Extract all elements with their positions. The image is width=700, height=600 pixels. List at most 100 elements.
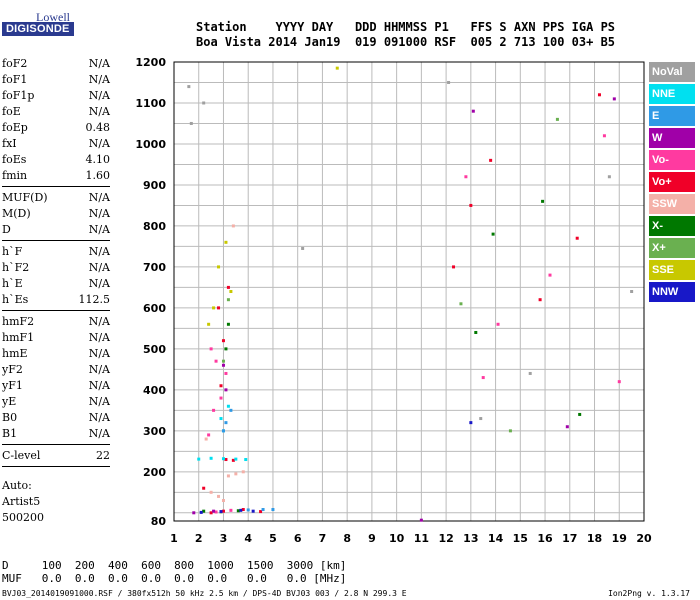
x-tick-label: 14 [488, 532, 504, 545]
echo-point-vo [207, 433, 211, 437]
header-row-values: Boa Vista 2014 Jan19 019 091000 RSF 005 … [196, 35, 616, 49]
x-tick-label: 13 [463, 532, 478, 545]
echo-point-vo [452, 265, 456, 269]
param-value: N/A [88, 223, 110, 236]
echo-point-w [419, 518, 423, 522]
param-row: fmin 1.60 [2, 168, 110, 184]
legend-item-vo: Vo+ [649, 172, 695, 192]
legend-item-e: E [649, 106, 695, 126]
param-row: foF1 N/A [2, 72, 110, 88]
echo-point-ssw [221, 499, 225, 503]
legend-item-nnw: NNW [649, 282, 695, 302]
echo-point-vo [217, 306, 221, 310]
param-value: N/A [88, 331, 110, 344]
echo-point-noval [630, 290, 634, 293]
echo-point-sse [335, 66, 339, 70]
x-tick-label: 12 [438, 532, 453, 545]
param-name: h`F2 [2, 261, 30, 274]
param-group: foF2 N/A foF1 N/A foF1p N/A foE N/A foEp 0.48 fxI N… [2, 56, 110, 187]
echo-point-vo [259, 510, 263, 514]
param-name: foF1 [2, 73, 28, 86]
auto-label: Auto: [2, 479, 32, 492]
echo-point-vo [219, 396, 223, 400]
param-value: N/A [88, 261, 110, 274]
echo-point-vo [575, 236, 579, 240]
echo-point-vo [224, 458, 228, 462]
echo-point-sse [224, 240, 228, 244]
x-tick-label: 4 [244, 532, 252, 545]
param-row: fxI N/A [2, 136, 110, 152]
echo-point-w [471, 109, 475, 113]
echo-point-noval [528, 371, 532, 375]
param-row: hmF2 N/A [2, 314, 110, 330]
lowell-digisonde-logo: Lowell DIGISONDE [0, 10, 78, 42]
version-label: Ion2Png v. 1.3.17 [608, 589, 690, 598]
legend-item-vo: Vo- [649, 150, 695, 170]
param-name: foF1p [2, 89, 35, 102]
echo-point-vo [229, 508, 233, 512]
param-value: N/A [88, 363, 110, 376]
echo-point-vo [469, 203, 473, 207]
echo-point-nnw [219, 510, 223, 514]
param-row: MUF(D) N/A [2, 190, 110, 206]
echo-point-nne [234, 457, 238, 461]
echo-point-e [261, 508, 265, 512]
x-tick-label: 8 [343, 532, 351, 545]
file-info-footer: BVJ03_2014019091000.RSF / 380fx512h 50 k… [2, 589, 407, 598]
param-row: foF1p N/A [2, 88, 110, 104]
x-tick-label: 17 [562, 532, 577, 545]
param-row: h`F2 N/A [2, 260, 110, 276]
param-row: B1 N/A [2, 426, 110, 442]
echo-point-noval [202, 101, 206, 105]
param-name: B0 [2, 411, 18, 424]
param-name: B1 [2, 427, 18, 440]
echo-point-vo [221, 509, 225, 513]
echo-point-vo [602, 134, 606, 138]
echo-point-noval [479, 417, 483, 421]
param-value: N/A [88, 379, 110, 392]
legend-item-ssw: SSW [649, 194, 695, 214]
echo-point-vo [538, 298, 542, 302]
param-row: yF2 N/A [2, 362, 110, 378]
param-name: yE [2, 395, 17, 408]
x-tick-label: 15 [513, 532, 528, 545]
param-value: 1.60 [85, 169, 111, 182]
param-value: N/A [88, 105, 110, 118]
echo-point-nne [197, 457, 201, 461]
x-tick-label: 16 [537, 532, 553, 545]
param-value: 0.48 [85, 121, 111, 134]
y-tick-label: 1200 [135, 56, 166, 69]
y-tick-label: 300 [143, 425, 166, 438]
echo-point-w [192, 511, 196, 515]
echo-point-e [221, 429, 225, 433]
param-group: hmF2 N/A hmF1 N/A hmE N/A yF2 N/A yF1 N/A yE N/A B0 N… [2, 314, 110, 445]
param-row: hmE N/A [2, 346, 110, 362]
logo-digisonde-text: DIGISONDE [2, 22, 74, 36]
legend-item-nne: NNE [649, 84, 695, 104]
echo-point-vo [209, 511, 213, 515]
y-tick-label: 80 [151, 515, 167, 528]
param-value: 22 [96, 449, 110, 462]
echo-point-nne [221, 457, 225, 461]
x-tick-label: 3 [220, 532, 228, 545]
echo-point-vo [226, 285, 230, 289]
echo-point-noval [447, 80, 451, 84]
echo-point-vo [489, 158, 493, 162]
y-tick-label: 200 [143, 466, 166, 479]
param-name: C-level [2, 449, 41, 462]
param-name: foEp [2, 121, 28, 134]
echo-point-noval [301, 246, 305, 250]
x-tick-label: 19 [612, 532, 627, 545]
y-tick-label: 500 [143, 343, 166, 356]
param-value: N/A [88, 89, 110, 102]
echo-point-vo [241, 508, 245, 512]
plot-area [173, 61, 645, 522]
x-tick-label: 2 [195, 532, 203, 545]
echo-point-vo [224, 371, 228, 375]
echo-point-sse [229, 290, 233, 293]
param-value: 4.10 [85, 153, 111, 166]
echo-point-nne [226, 404, 230, 408]
echo-point-noval [189, 121, 193, 125]
param-name: foE [2, 105, 21, 118]
param-name: yF2 [2, 363, 23, 376]
